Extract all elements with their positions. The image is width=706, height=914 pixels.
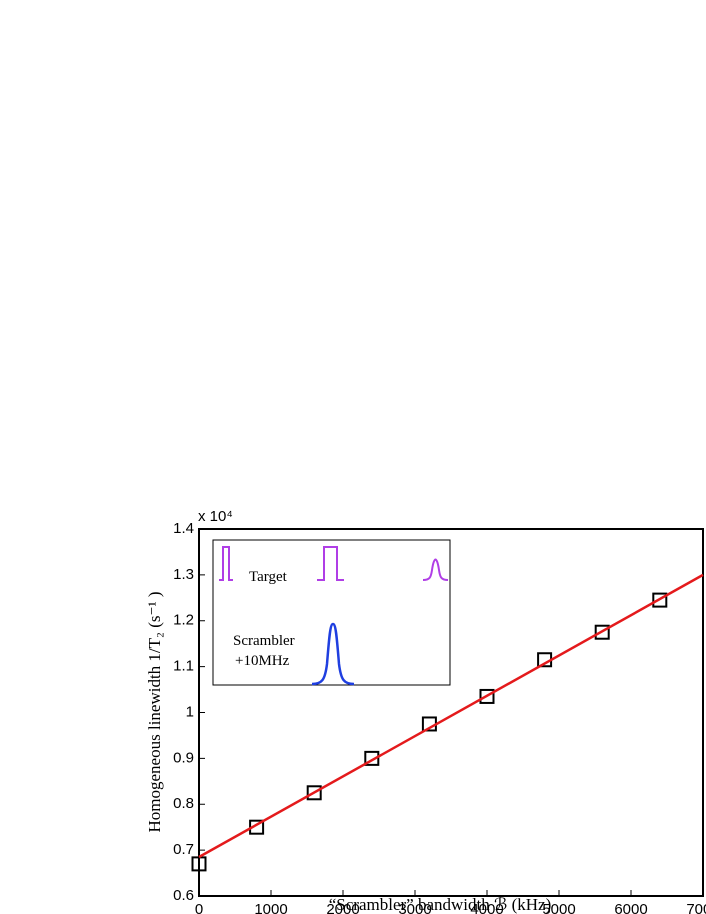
data-point <box>364 750 380 766</box>
x-tick-label: 1000 <box>254 901 287 914</box>
inset-label: Scrambler <box>233 633 295 649</box>
y-multiplier: x 10⁴ <box>198 508 233 525</box>
data-point <box>479 688 495 704</box>
data-point <box>652 592 668 608</box>
axes-frame <box>198 528 704 897</box>
y-tick-label: 0.7 <box>173 841 194 858</box>
plot-area: 0.6 0.7 0.8 0.9 1 1.1 1.2 1.3 1.4 0 1000 2000 3000 40… <box>173 520 706 914</box>
inset-label: Target <box>249 569 288 585</box>
inset: Target Scrambler +10MHz <box>212 539 451 686</box>
data-point <box>191 856 207 872</box>
scrambler-peak <box>311 622 355 686</box>
x-tick-label: 7000 <box>686 901 706 914</box>
y-tick-label: 1.1 <box>173 658 194 675</box>
x-tick-label: 0 <box>195 901 203 914</box>
y-tick-label: 1.4 <box>173 520 194 537</box>
y-tick-label: 0.6 <box>173 887 194 904</box>
y-tick-label: 1.2 <box>173 612 194 629</box>
x-tick-label: 2000 <box>326 901 359 914</box>
data-point <box>306 785 322 801</box>
target-pulse <box>317 546 344 581</box>
y-tick-label: 1 <box>186 703 194 720</box>
y-axis-label: Homogeneous linewidth 1/T₂ (s⁻¹ ) <box>145 592 164 833</box>
inset-label: +10MHz <box>235 653 290 669</box>
x-tick-label: 4000 <box>470 901 503 914</box>
x-tick-label: 5000 <box>542 901 575 914</box>
target-peak <box>422 558 449 581</box>
y-tick-label: 0.8 <box>173 795 194 812</box>
x-axis-label: “Scrambler” bandwidth ℬ (kHz) <box>329 895 551 914</box>
inset-frame <box>212 539 451 686</box>
fit-line <box>198 573 704 859</box>
y-tick-label: 1.3 <box>173 566 194 583</box>
data-point <box>594 624 610 640</box>
x-tick-label: 3000 <box>398 901 431 914</box>
target-pulse <box>219 546 233 581</box>
y-tick-label: 0.9 <box>173 749 194 766</box>
x-tick-label: 6000 <box>614 901 647 914</box>
